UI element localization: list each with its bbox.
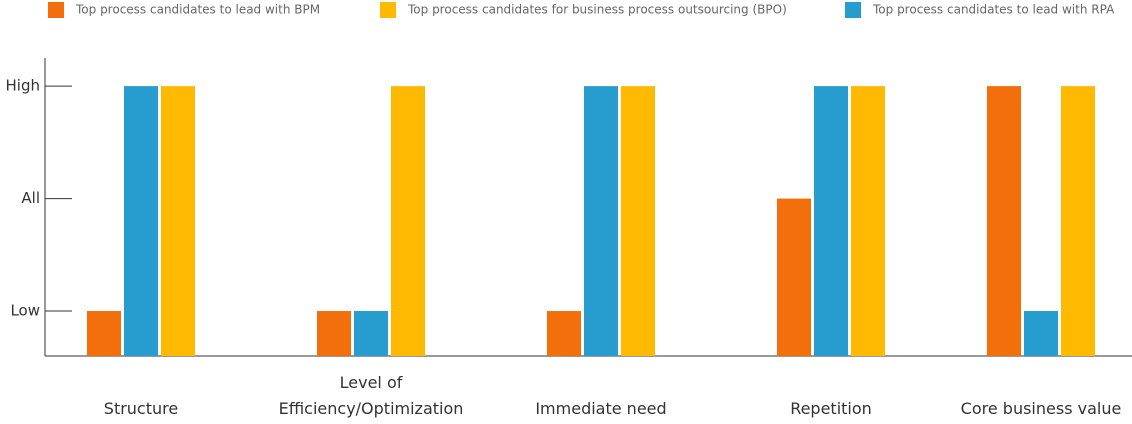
bar: [987, 86, 1021, 356]
legend-label: Top process candidates for business proc…: [407, 3, 787, 17]
y-tick-label: All: [21, 189, 40, 207]
x-tick-label: Repetition: [790, 399, 872, 418]
bar: [814, 86, 848, 356]
bar: [584, 86, 618, 356]
bar: [547, 311, 581, 356]
bar: [317, 311, 351, 356]
bar: [1061, 86, 1095, 356]
legend-swatch: [48, 2, 64, 18]
bar: [124, 86, 158, 356]
bar: [777, 198, 811, 356]
legend-label: Top process candidates to lead with RPA: [872, 3, 1115, 17]
y-tick-label: Low: [10, 302, 40, 320]
legend-swatch: [380, 2, 396, 18]
bar: [621, 86, 655, 356]
y-tick-label: High: [6, 77, 40, 95]
legend-label: Top process candidates to lead with BPM: [75, 3, 320, 17]
x-tick-label: Core business value: [960, 399, 1122, 418]
bar: [354, 311, 388, 356]
x-tick-label: Immediate need: [535, 399, 667, 418]
bar: [851, 86, 885, 356]
bar: [1024, 311, 1058, 356]
bar: [161, 86, 195, 356]
legend-swatch: [845, 2, 861, 18]
bar: [391, 86, 425, 356]
bar: [87, 311, 121, 356]
x-tick-label: Structure: [103, 399, 179, 418]
x-tick-label: Level of Efficiency/Optimization: [278, 373, 464, 418]
